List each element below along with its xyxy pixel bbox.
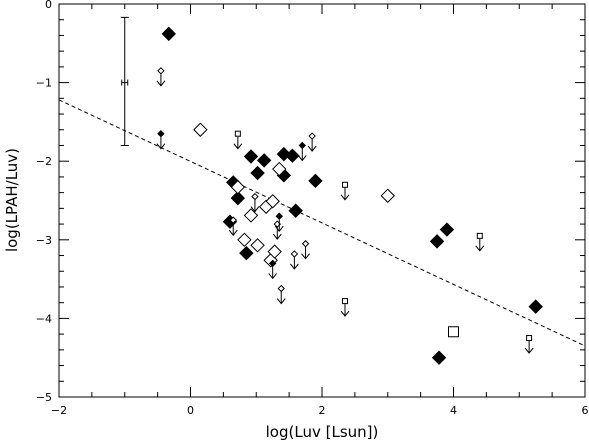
- filled-diamond-point: [230, 190, 246, 206]
- upper-limit-arrow-head: [276, 298, 286, 305]
- open-square-point: [448, 326, 459, 338]
- y-axis-title: log(LPAH/Luv): [3, 148, 21, 252]
- filled-diamond-point: [439, 222, 455, 237]
- filled-diamond-point: [288, 203, 303, 218]
- filled-diamond-point: [429, 234, 445, 249]
- open-diamond-point: [380, 188, 395, 203]
- upper-limit-arrow-head: [274, 225, 284, 233]
- x-tick-label: 2: [319, 404, 326, 417]
- x-axis-title: log(Luv [Lsun]): [266, 423, 379, 441]
- y-tick-label: −4: [36, 312, 52, 325]
- upper-limit-arrow-head: [524, 347, 534, 354]
- open-diamond-point: [193, 122, 208, 137]
- upper-limit-square-point: [342, 298, 349, 305]
- fit-line: [58, 99, 586, 347]
- upper-limit-diamond-point: [277, 284, 285, 293]
- open-diamond-point: [237, 232, 252, 248]
- y-tick-label: −2: [36, 155, 52, 168]
- upper-limit-filled-diamond-point: [157, 129, 165, 138]
- filled-diamond-point: [161, 26, 177, 42]
- axes-frame: [58, 3, 586, 398]
- upper-limit-diamond-point: [290, 250, 299, 258]
- upper-limit-arrow-head: [228, 229, 238, 236]
- filled-diamond-point: [431, 350, 447, 365]
- filled-diamond-point: [256, 153, 272, 168]
- upper-limit-arrow-head: [156, 143, 166, 150]
- y-tick-label: −1: [36, 77, 52, 90]
- upper-limit-diamond-point: [308, 132, 316, 140]
- upper-limit-arrow-head: [268, 273, 278, 280]
- x-tick-label: 0: [187, 404, 194, 417]
- open-diamond-point: [230, 179, 246, 195]
- upper-limit-arrow-head: [289, 263, 299, 270]
- y-tick-label: 0: [45, 0, 52, 11]
- upper-limit-arrow-head: [233, 143, 243, 150]
- x-tick-label: 6: [582, 404, 589, 417]
- upper-limit-square-point: [342, 181, 349, 188]
- filled-diamond-point: [308, 173, 323, 189]
- error-bar-group: [120, 16, 129, 146]
- upper-limit-arrow-head: [156, 80, 166, 87]
- upper-limit-diamond-point: [251, 192, 259, 201]
- y-tick-labels: 0 −1 −2 −3 −4 −5: [36, 0, 52, 404]
- upper-limit-arrow-head: [475, 245, 485, 252]
- filled-diamond-point: [239, 245, 254, 261]
- filled-diamond-point: [528, 299, 543, 314]
- upper-limit-filled-diamond-point: [298, 141, 306, 150]
- upper-limit-arrow-head: [301, 253, 310, 260]
- y-tick-label: −5: [36, 391, 52, 404]
- upper-limit-arrow-head: [272, 233, 282, 240]
- upper-limit-arrow-head: [297, 155, 307, 162]
- plot-area-border: [58, 3, 586, 398]
- filled-diamond-point: [250, 165, 265, 181]
- x-tick-label: −2: [51, 404, 67, 417]
- upper-limit-square-point: [234, 130, 241, 137]
- upper-limit-arrow-head: [340, 310, 350, 317]
- ticks: [58, 3, 586, 398]
- upper-limit-diamond-point: [157, 67, 165, 75]
- open-diamond-point: [250, 238, 265, 253]
- filled-diamond-point: [285, 148, 300, 163]
- open-diamond-point: [267, 244, 282, 259]
- y-tick-label: −3: [36, 234, 52, 247]
- x-tick-label: 4: [450, 404, 457, 417]
- filled-diamond-point: [243, 149, 259, 164]
- upper-limit-square-point: [476, 232, 483, 239]
- x-tick-labels: −2 0 2 4 6: [51, 404, 589, 417]
- upper-limit-filled-diamond-point: [275, 212, 283, 220]
- upper-limit-arrow-head: [307, 145, 317, 152]
- open-diamond-point: [272, 161, 287, 177]
- upper-limit-square-point: [526, 335, 533, 342]
- data-points: [156, 26, 543, 365]
- fit-line-group: [58, 99, 586, 347]
- open-diamond-point: [265, 194, 280, 209]
- open-diamond-point: [243, 208, 259, 223]
- upper-limit-arrow-head: [250, 206, 260, 213]
- upper-limit-diamond-point: [301, 240, 310, 248]
- upper-limit-arrow-head: [340, 194, 350, 201]
